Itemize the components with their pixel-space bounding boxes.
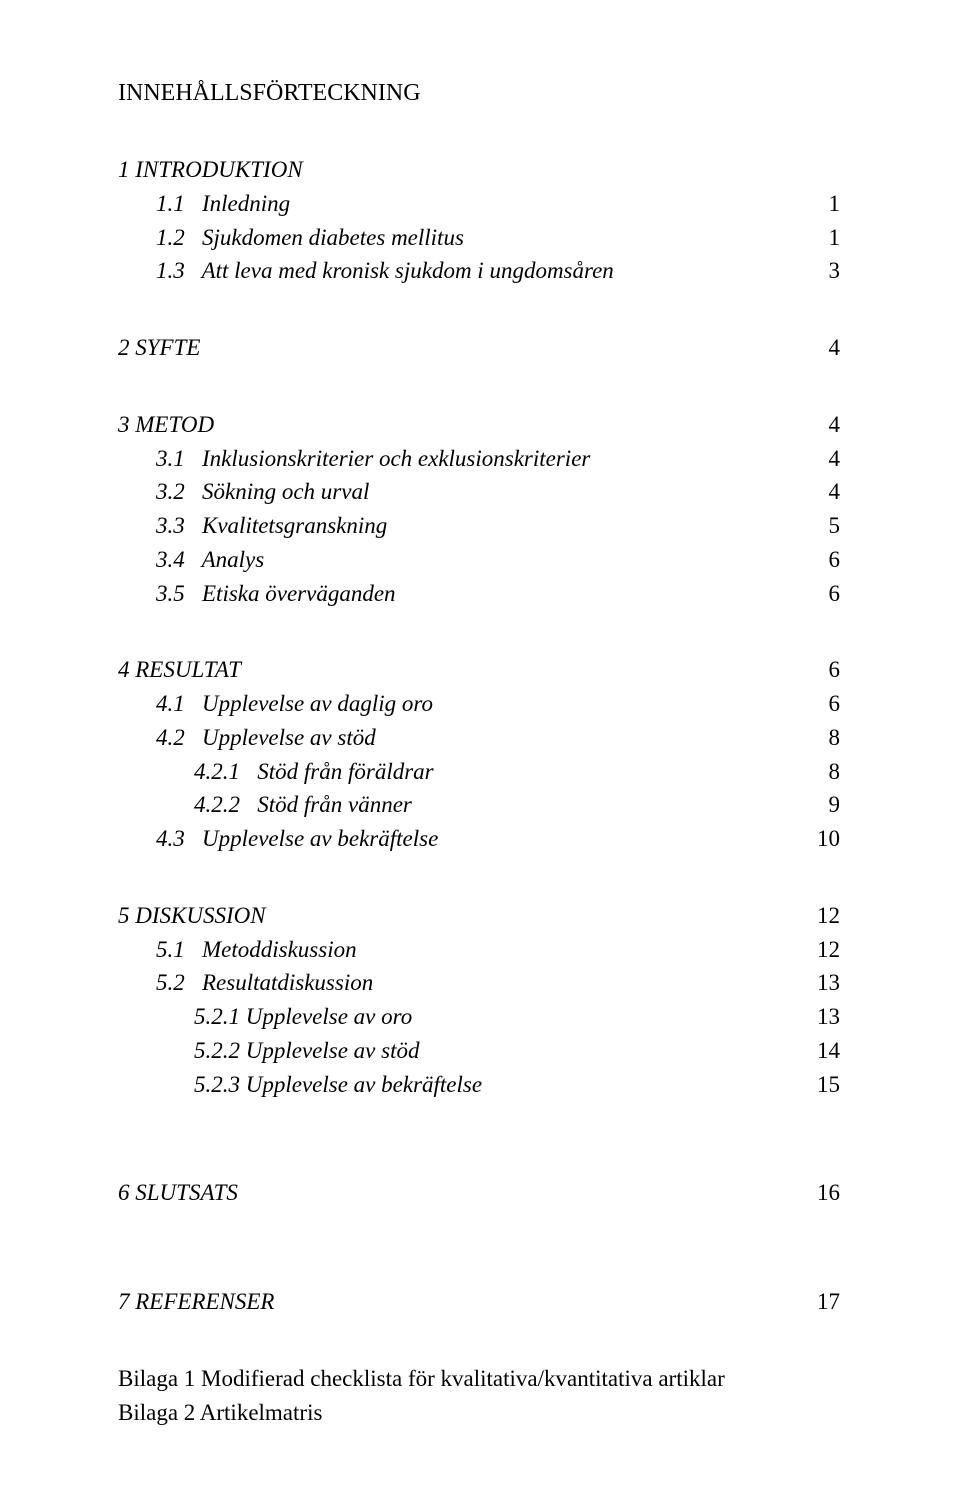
toc-row: 3.5 Etiska överväganden 6 bbox=[118, 580, 840, 609]
toc-page-num: 9 bbox=[810, 791, 840, 820]
toc-row: 5.2.2 Upplevelse av stöd 14 bbox=[118, 1037, 840, 1066]
toc-label: 4 RESULTAT bbox=[118, 656, 241, 685]
toc-page-num: 12 bbox=[810, 936, 840, 965]
toc-label: 1 INTRODUKTION bbox=[118, 156, 303, 185]
toc-label: 1.2 Sjukdomen diabetes mellitus bbox=[156, 224, 464, 253]
toc-section-6: 6 SLUTSATS 16 bbox=[118, 1179, 840, 1208]
toc-page-num: 15 bbox=[810, 1071, 840, 1100]
toc-section-3: 3 METOD 4 3.1 Inklusionskriterier och ex… bbox=[118, 411, 840, 609]
toc-row: 5.2.3 Upplevelse av bekräftelse 15 bbox=[118, 1071, 840, 1100]
toc-page-num: 6 bbox=[810, 546, 840, 575]
toc-page-num: 8 bbox=[810, 724, 840, 753]
appendix-item: Bilaga 2 Artikelmatris bbox=[118, 1399, 840, 1428]
toc-row: 2 SYFTE 4 bbox=[118, 334, 840, 363]
appendix-item: Bilaga 1 Modifierad checklista för kvali… bbox=[118, 1365, 840, 1394]
toc-label: 5.1 Metoddiskussion bbox=[156, 936, 357, 965]
toc-page-num: 14 bbox=[810, 1037, 840, 1066]
toc-row: 5.2 Resultatdiskussion 13 bbox=[118, 969, 840, 998]
toc-row: 1 INTRODUKTION bbox=[118, 156, 840, 185]
toc-label: 1.1 Inledning bbox=[156, 190, 290, 219]
toc-row: 3 METOD 4 bbox=[118, 411, 840, 440]
toc-label: 4.2.2 Stöd från vänner bbox=[194, 791, 412, 820]
toc-row: 4.3 Upplevelse av bekräftelse 10 bbox=[118, 825, 840, 854]
toc-page-num: 6 bbox=[810, 690, 840, 719]
toc-row: 5.2.1 Upplevelse av oro 13 bbox=[118, 1003, 840, 1032]
toc-page-num: 4 bbox=[810, 478, 840, 507]
toc-label: 5.2.2 Upplevelse av stöd bbox=[194, 1037, 419, 1066]
toc-row: 1.1 Inledning 1 bbox=[118, 190, 840, 219]
toc-page-num bbox=[810, 156, 840, 185]
toc-page-num: 17 bbox=[810, 1288, 840, 1317]
toc-page-num: 8 bbox=[810, 758, 840, 787]
toc-section-4: 4 RESULTAT 6 4.1 Upplevelse av daglig or… bbox=[118, 656, 840, 854]
toc-label: 5.2.1 Upplevelse av oro bbox=[194, 1003, 412, 1032]
toc-label: 5.2.3 Upplevelse av bekräftelse bbox=[194, 1071, 482, 1100]
toc-row: 6 SLUTSATS 16 bbox=[118, 1179, 840, 1208]
toc-label: 3.4 Analys bbox=[156, 546, 264, 575]
toc-row: 4.1 Upplevelse av daglig oro 6 bbox=[118, 690, 840, 719]
toc-row: 5.1 Metoddiskussion 12 bbox=[118, 936, 840, 965]
toc-row: 3.1 Inklusionskriterier och exklusionskr… bbox=[118, 445, 840, 474]
toc-row: 4 RESULTAT 6 bbox=[118, 656, 840, 685]
toc-section-2: 2 SYFTE 4 bbox=[118, 334, 840, 363]
toc-label: 3.3 Kvalitetsgranskning bbox=[156, 512, 387, 541]
toc-label: 2 SYFTE bbox=[118, 334, 200, 363]
toc-label: 3.5 Etiska överväganden bbox=[156, 580, 396, 609]
toc-page-num: 13 bbox=[810, 969, 840, 998]
toc-label: 5 DISKUSSION bbox=[118, 902, 266, 931]
toc-row: 3.3 Kvalitetsgranskning 5 bbox=[118, 512, 840, 541]
toc-section-1: 1 INTRODUKTION 1.1 Inledning 1 1.2 Sjukd… bbox=[118, 156, 840, 286]
toc-row: 1.2 Sjukdomen diabetes mellitus 1 bbox=[118, 224, 840, 253]
toc-label: 1.3 Att leva med kronisk sjukdom i ungdo… bbox=[156, 257, 614, 286]
toc-label: 7 REFERENSER bbox=[118, 1288, 275, 1317]
toc-section-7: 7 REFERENSER 17 bbox=[118, 1288, 840, 1317]
toc-row: 4.2.2 Stöd från vänner 9 bbox=[118, 791, 840, 820]
toc-page: INNEHÅLLSFÖRTECKNING 1 INTRODUKTION 1.1 … bbox=[0, 0, 960, 1508]
toc-label: 3.2 Sökning och urval bbox=[156, 478, 369, 507]
toc-page-num: 1 bbox=[810, 224, 840, 253]
toc-page-num: 12 bbox=[810, 902, 840, 931]
toc-row: 4.2 Upplevelse av stöd 8 bbox=[118, 724, 840, 753]
toc-page-num: 4 bbox=[810, 334, 840, 363]
toc-label: 3.1 Inklusionskriterier och exklusionskr… bbox=[156, 445, 590, 474]
toc-row: 4.2.1 Stöd från föräldrar 8 bbox=[118, 758, 840, 787]
toc-page-num: 1 bbox=[810, 190, 840, 219]
toc-label: 5.2 Resultatdiskussion bbox=[156, 969, 373, 998]
toc-label: 3 METOD bbox=[118, 411, 214, 440]
toc-row: 3.2 Sökning och urval 4 bbox=[118, 478, 840, 507]
toc-label: 6 SLUTSATS bbox=[118, 1179, 238, 1208]
toc-section-5: 5 DISKUSSION 12 5.1 Metoddiskussion 12 5… bbox=[118, 902, 840, 1100]
toc-row: 3.4 Analys 6 bbox=[118, 546, 840, 575]
toc-page-num: 4 bbox=[810, 445, 840, 474]
toc-label: 4.3 Upplevelse av bekräftelse bbox=[156, 825, 438, 854]
toc-page-num: 13 bbox=[810, 1003, 840, 1032]
toc-page-num: 10 bbox=[810, 825, 840, 854]
toc-page-num: 6 bbox=[810, 656, 840, 685]
toc-row: 5 DISKUSSION 12 bbox=[118, 902, 840, 931]
toc-page-num: 6 bbox=[810, 580, 840, 609]
toc-row: 1.3 Att leva med kronisk sjukdom i ungdo… bbox=[118, 257, 840, 286]
toc-title: INNEHÅLLSFÖRTECKNING bbox=[118, 78, 840, 108]
toc-label: 4.2.1 Stöd från föräldrar bbox=[194, 758, 434, 787]
toc-page-num: 16 bbox=[810, 1179, 840, 1208]
toc-label: 4.2 Upplevelse av stöd bbox=[156, 724, 376, 753]
toc-page-num: 3 bbox=[810, 257, 840, 286]
toc-label: 4.1 Upplevelse av daglig oro bbox=[156, 690, 433, 719]
toc-page-num: 5 bbox=[810, 512, 840, 541]
toc-page-num: 4 bbox=[810, 411, 840, 440]
toc-appendix: Bilaga 1 Modifierad checklista för kvali… bbox=[118, 1365, 840, 1428]
toc-row: 7 REFERENSER 17 bbox=[118, 1288, 840, 1317]
